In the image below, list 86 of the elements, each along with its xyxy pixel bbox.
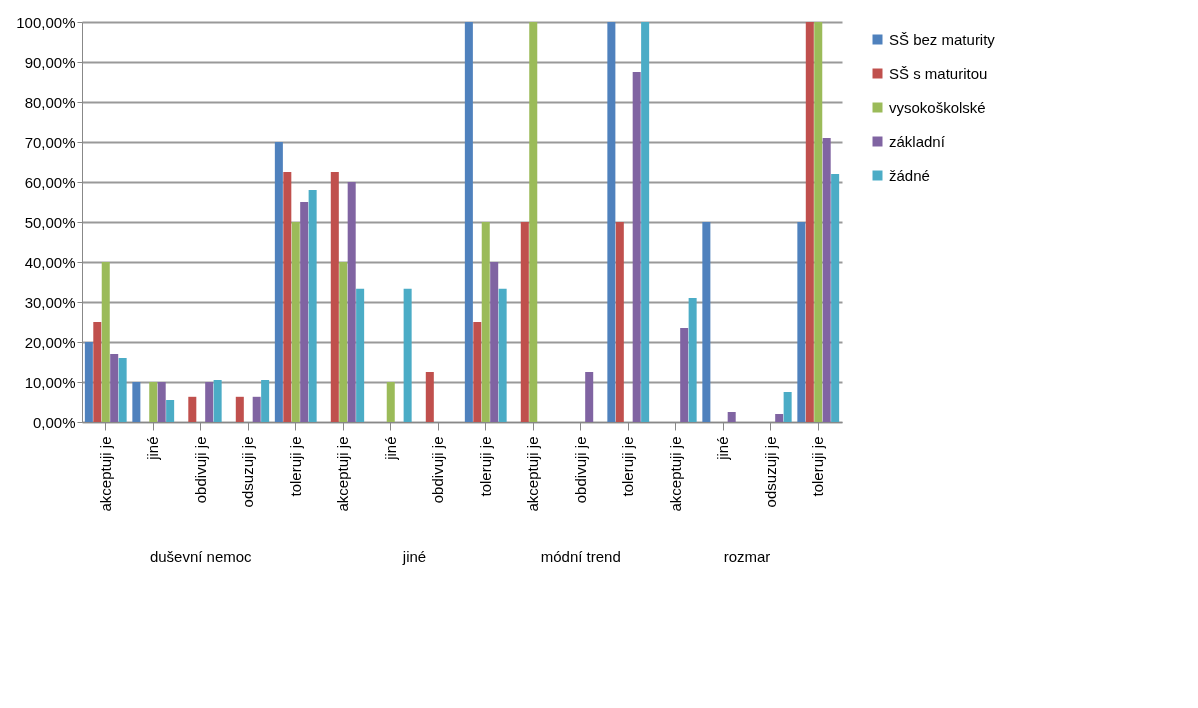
x-tick-label: akceptuji je [666,436,684,512]
bar [252,396,261,422]
bar [157,382,166,422]
y-tick-label: 80,00% [24,93,76,111]
x-tick-label: toleruji je [476,436,494,497]
y-tick-label: 0,00% [32,413,76,431]
bar [607,22,616,422]
bar [464,22,473,422]
y-tick-label: 20,00% [24,333,76,351]
legend-label: žádné [889,166,930,184]
bar [498,288,507,422]
bar [132,382,141,422]
bar [356,288,365,422]
x-tick-label: akceptuji je [96,436,114,512]
y-tick-label: 40,00% [24,253,76,271]
bar [641,22,650,422]
bar [520,222,529,422]
bar [205,382,214,422]
y-tick-label: 60,00% [24,173,76,191]
text: duševní nemoc [149,548,253,565]
bar [529,22,538,422]
legend-label: vysokoškolské [889,98,986,116]
x-tick-label: obdivuji je [571,436,589,504]
legend-label: SŠ bez maturity [889,30,996,48]
x-tick-label: jiné [714,436,732,461]
bar [149,382,158,422]
x-tick-label: obdivuji je [429,436,447,504]
bar [680,328,689,422]
bar [386,382,395,422]
bar [805,22,814,422]
bar [261,380,270,422]
y-tick-label: 100,00% [16,13,76,31]
bar [615,222,624,422]
bar [473,322,482,422]
bar [235,396,244,422]
x-tick-label: toleruji je [809,436,827,497]
bar [308,190,317,422]
bar [330,172,339,422]
bar [188,396,197,422]
bar [490,262,499,422]
x-tick-label: odsuzuji je [761,436,779,508]
bar [101,262,110,422]
x-tick-label: jiné [144,436,162,461]
bar [339,262,348,422]
text: rozmar [723,548,771,565]
legend-label: základní [889,132,946,150]
bar [347,182,356,422]
x-tick-label: toleruji je [286,436,304,497]
x-tick-label: akceptuji je [334,436,352,512]
bar [688,298,697,422]
bar [585,372,594,422]
bar [822,138,831,422]
text: jiné [401,548,427,565]
x-tick-label: jiné [381,436,399,461]
bar [118,358,127,422]
text: módní trend [540,548,621,565]
bar [727,412,736,422]
bar [814,22,823,422]
bar [783,392,792,422]
x-tick-label: toleruji je [619,436,637,497]
y-tick-label: 50,00% [24,213,76,231]
bar [425,372,434,422]
bar [110,354,119,422]
bar [300,202,309,422]
bar [775,414,784,422]
bar [283,172,292,422]
bar [797,222,806,422]
bar [632,72,641,422]
bar [291,222,300,422]
x-tick-label: akceptuji je [524,436,542,512]
bar [481,222,490,422]
y-tick-label: 10,00% [24,373,76,391]
bar [93,322,102,422]
legend-label: SŠ s maturitou [889,64,988,82]
bar [403,288,412,422]
x-tick-label: odsuzuji je [239,436,257,508]
bar [213,380,222,422]
bar [831,174,840,422]
y-tick-label: 30,00% [24,293,76,311]
bar [274,142,283,422]
bar [702,222,711,422]
y-tick-label: 70,00% [24,133,76,151]
bar [84,342,93,422]
x-tick-label: obdivuji je [191,436,209,504]
y-tick-label: 90,00% [24,53,76,71]
bar [166,400,175,422]
